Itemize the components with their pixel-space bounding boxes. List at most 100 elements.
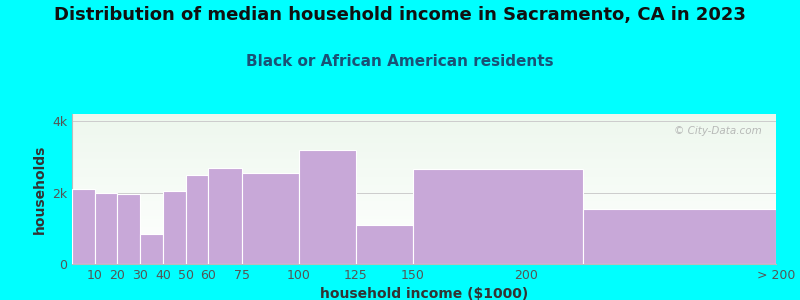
Bar bbox=[140, 234, 163, 264]
Bar bbox=[72, 204, 776, 206]
Bar bbox=[72, 201, 776, 202]
Bar bbox=[72, 261, 776, 262]
Bar bbox=[72, 210, 776, 212]
Bar bbox=[72, 182, 776, 183]
Bar bbox=[72, 128, 776, 129]
Bar bbox=[72, 130, 776, 132]
Bar bbox=[72, 114, 776, 116]
Bar bbox=[72, 176, 776, 177]
Bar bbox=[299, 150, 356, 264]
Bar bbox=[72, 134, 776, 135]
Bar bbox=[72, 222, 776, 224]
Bar bbox=[163, 191, 186, 264]
Bar bbox=[72, 224, 776, 225]
Bar bbox=[72, 150, 776, 152]
Bar bbox=[72, 216, 776, 218]
Bar bbox=[72, 154, 776, 156]
Bar bbox=[72, 198, 776, 200]
Bar bbox=[72, 208, 776, 210]
Bar bbox=[72, 242, 776, 243]
Bar bbox=[186, 175, 208, 264]
Bar bbox=[72, 140, 776, 141]
Bar bbox=[72, 178, 776, 180]
Bar bbox=[72, 159, 776, 160]
Bar bbox=[72, 202, 776, 204]
Bar bbox=[72, 136, 776, 138]
Bar bbox=[72, 250, 776, 252]
Bar bbox=[72, 118, 776, 120]
Bar bbox=[72, 156, 776, 158]
Bar bbox=[72, 169, 776, 171]
Bar bbox=[72, 206, 776, 207]
Bar bbox=[72, 214, 776, 216]
Bar bbox=[72, 260, 776, 261]
Bar bbox=[72, 152, 776, 153]
Bar bbox=[72, 237, 776, 238]
Bar bbox=[72, 138, 776, 140]
Bar bbox=[583, 208, 776, 264]
Bar bbox=[72, 117, 776, 118]
Bar bbox=[72, 212, 776, 213]
Bar bbox=[72, 225, 776, 226]
Bar bbox=[72, 234, 776, 236]
Bar bbox=[72, 238, 776, 240]
Bar bbox=[208, 168, 242, 264]
Bar bbox=[72, 153, 776, 154]
Bar bbox=[72, 195, 776, 196]
Bar bbox=[72, 148, 776, 150]
Bar bbox=[242, 173, 299, 264]
Bar bbox=[72, 162, 776, 164]
Bar bbox=[72, 262, 776, 264]
Bar bbox=[72, 124, 776, 126]
Bar bbox=[72, 249, 776, 250]
Bar bbox=[72, 190, 776, 192]
Bar bbox=[72, 122, 776, 123]
Bar bbox=[72, 177, 776, 178]
Bar bbox=[72, 248, 776, 249]
Bar bbox=[72, 147, 776, 148]
Bar bbox=[72, 231, 776, 232]
Bar bbox=[72, 158, 776, 159]
Bar bbox=[72, 207, 776, 208]
Bar bbox=[72, 184, 776, 186]
Bar bbox=[72, 165, 776, 166]
Text: © City-Data.com: © City-Data.com bbox=[674, 126, 762, 136]
Bar bbox=[72, 123, 776, 124]
Bar bbox=[72, 226, 776, 228]
Bar bbox=[72, 243, 776, 244]
Bar bbox=[72, 213, 776, 214]
Bar bbox=[72, 188, 776, 189]
Bar bbox=[72, 180, 776, 182]
Bar bbox=[72, 220, 776, 222]
Bar bbox=[72, 196, 776, 198]
Bar bbox=[72, 258, 776, 260]
Bar bbox=[72, 167, 776, 168]
Bar bbox=[72, 236, 776, 237]
Text: Black or African American residents: Black or African American residents bbox=[246, 54, 554, 69]
Bar bbox=[72, 232, 776, 234]
Bar bbox=[72, 126, 776, 128]
Bar bbox=[356, 225, 413, 264]
Bar bbox=[72, 256, 776, 258]
Bar bbox=[72, 116, 776, 117]
Bar bbox=[72, 141, 776, 142]
Bar bbox=[72, 171, 776, 172]
Bar bbox=[72, 189, 776, 190]
Bar bbox=[72, 189, 94, 264]
Text: Distribution of median household income in Sacramento, CA in 2023: Distribution of median household income … bbox=[54, 6, 746, 24]
Bar bbox=[72, 160, 776, 162]
Bar bbox=[72, 246, 776, 247]
Bar bbox=[72, 129, 776, 130]
Bar bbox=[72, 218, 776, 219]
Bar bbox=[72, 168, 776, 170]
Bar bbox=[72, 200, 776, 201]
Bar bbox=[72, 183, 776, 184]
Bar bbox=[72, 219, 776, 220]
Bar bbox=[72, 120, 776, 122]
Bar bbox=[72, 164, 776, 165]
Bar bbox=[72, 142, 776, 144]
Bar bbox=[72, 174, 776, 176]
Bar bbox=[72, 254, 776, 255]
Bar bbox=[94, 193, 118, 264]
Bar bbox=[72, 192, 776, 194]
